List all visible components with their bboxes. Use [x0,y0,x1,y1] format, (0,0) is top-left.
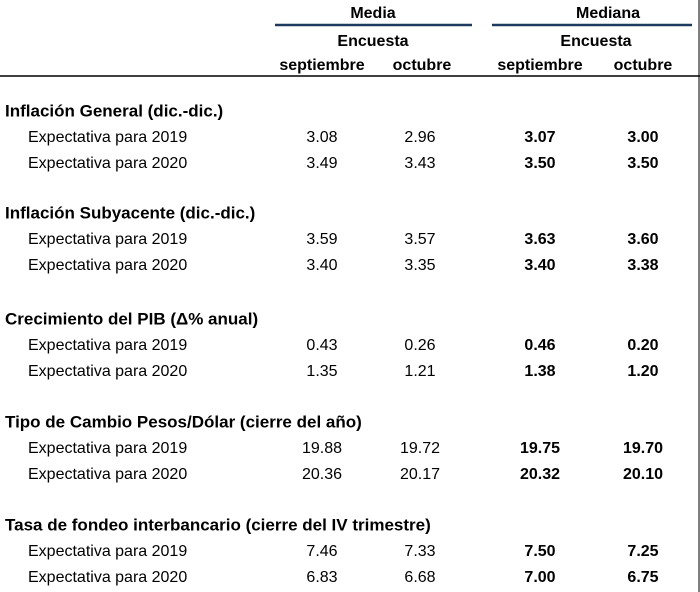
cell-value: 3.07 [524,129,555,146]
row-label: Expectativa para 2020 [28,257,187,274]
row-label: Expectativa para 2020 [28,569,187,586]
cell-value: 3.38 [627,257,658,274]
cell-value: 3.60 [627,231,658,248]
section-title: Inflación General (dic.-dic.) [5,101,223,120]
cell-value: 6.75 [627,569,658,586]
cell-value: 3.40 [306,257,337,274]
cell-value: 19.72 [400,440,440,457]
cell-value: 7.00 [524,569,555,586]
column-header: octubre [614,57,673,74]
cell-value: 1.38 [524,363,555,380]
cell-value: 19.75 [520,440,560,457]
cell-value: 1.35 [306,363,337,380]
cell-value: 1.20 [627,363,658,380]
cell-value: 3.63 [524,231,555,248]
row-label: Expectativa para 2019 [28,543,187,560]
cell-value: 3.43 [404,155,435,172]
cell-value: 7.33 [404,543,435,560]
cell-value: 20.36 [302,466,342,483]
section-title: Tasa de fondeo interbancario (cierre del… [5,515,431,534]
cell-value: 3.59 [306,231,337,248]
cell-value: 6.68 [404,569,435,586]
cell-value: 20.10 [623,466,663,483]
cell-value: 7.46 [306,543,337,560]
row-label: Expectativa para 2019 [28,440,187,457]
section-title: Tipo de Cambio Pesos/Dólar (cierre del a… [5,412,362,431]
row-label: Expectativa para 2019 [28,231,187,248]
section-title: Inflación Subyacente (dic.-dic.) [5,203,255,222]
cell-value: 7.50 [524,543,555,560]
group-title: Media [350,5,395,22]
row-label: Expectativa para 2020 [28,155,187,172]
cell-value: 0.20 [627,337,658,354]
row-label: Expectativa para 2020 [28,466,187,483]
section-title: Crecimiento del PIB (Δ% anual) [5,309,258,328]
column-header: septiembre [279,57,364,74]
cell-value: 7.25 [627,543,658,560]
cell-value: 1.21 [404,363,435,380]
cell-value: 2.96 [404,129,435,146]
cell-value: 20.32 [520,466,560,483]
row-label: Expectativa para 2019 [28,129,187,146]
group-title: Mediana [576,5,640,22]
cell-value: 20.17 [400,466,440,483]
row-label: Expectativa para 2019 [28,337,187,354]
column-header: septiembre [497,57,582,74]
cell-value: 3.08 [306,129,337,146]
group-subtitle: Encuesta [560,33,631,50]
group-subtitle: Encuesta [337,33,408,50]
cell-value: 19.70 [623,440,663,457]
cell-value: 3.49 [306,155,337,172]
cell-value: 0.43 [306,337,337,354]
cell-value: 0.26 [404,337,435,354]
cell-value: 3.57 [404,231,435,248]
cell-value: 3.35 [404,257,435,274]
cell-value: 3.50 [524,155,555,172]
cell-value: 0.46 [524,337,555,354]
cell-value: 3.50 [627,155,658,172]
column-header: octubre [393,57,452,74]
row-label: Expectativa para 2020 [28,363,187,380]
cell-value: 3.40 [524,257,555,274]
cell-value: 3.00 [627,129,658,146]
cell-value: 19.88 [302,440,342,457]
cell-value: 6.83 [306,569,337,586]
